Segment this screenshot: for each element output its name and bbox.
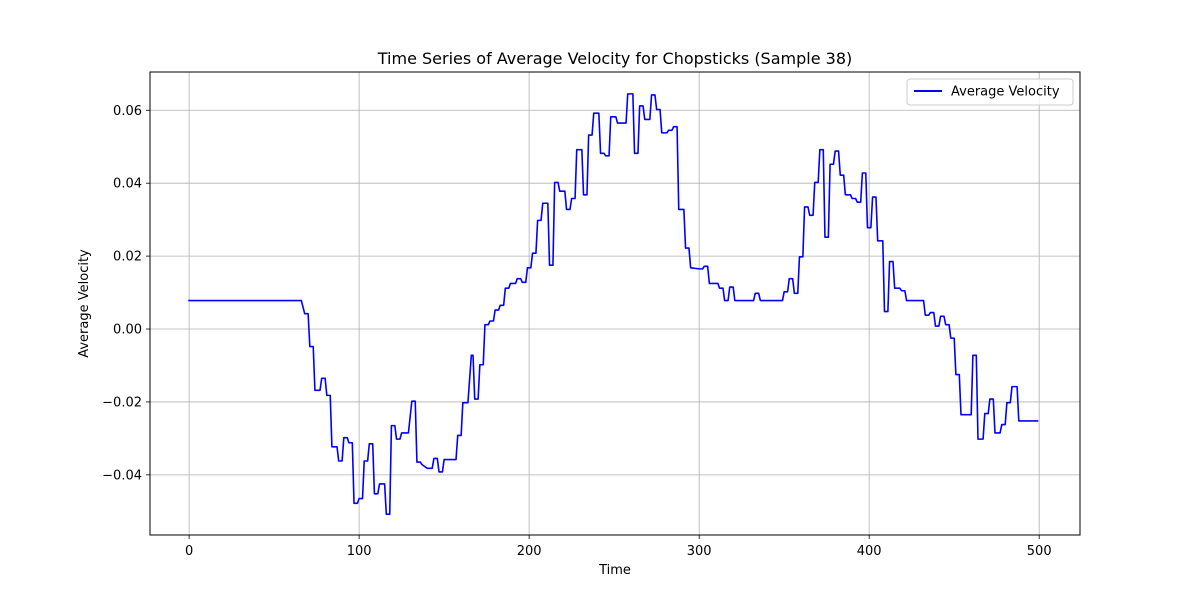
axis-ticks: 0 100 200 300 400 500 −0.04 −0.02 0.00 0.02 0.04 0.… — [102, 104, 1051, 559]
plot-area-frame — [149, 71, 1081, 536]
y-tick-label: 0.06 — [113, 104, 142, 119]
x-tick-label: 100 — [347, 544, 372, 559]
y-tick-label: 0.02 — [113, 250, 142, 265]
y-tick-label: 0.04 — [113, 177, 142, 192]
x-tick-label: 400 — [857, 544, 882, 559]
y-tick-label: −0.04 — [102, 468, 142, 483]
x-tick-label: 200 — [517, 544, 542, 559]
grid-lines — [150, 72, 1080, 535]
y-tick-label: −0.02 — [102, 395, 142, 410]
legend: Average Velocity — [906, 78, 1074, 106]
x-tick-label: 300 — [687, 544, 712, 559]
legend-box — [906, 78, 1074, 106]
x-axis-title: Time — [598, 563, 631, 578]
series-layer — [188, 93, 1039, 516]
x-tick-label: 500 — [1027, 544, 1052, 559]
y-axis-title: Average Velocity — [77, 249, 92, 358]
chart-title: Time Series of Average Velocity for Chop… — [377, 49, 852, 68]
x-tick-label: 0 — [185, 544, 193, 559]
series-line-average-velocity — [188, 93, 1039, 516]
y-tick-label: 0.00 — [113, 323, 142, 338]
legend-entry-average-velocity: Average Velocity — [951, 85, 1060, 100]
